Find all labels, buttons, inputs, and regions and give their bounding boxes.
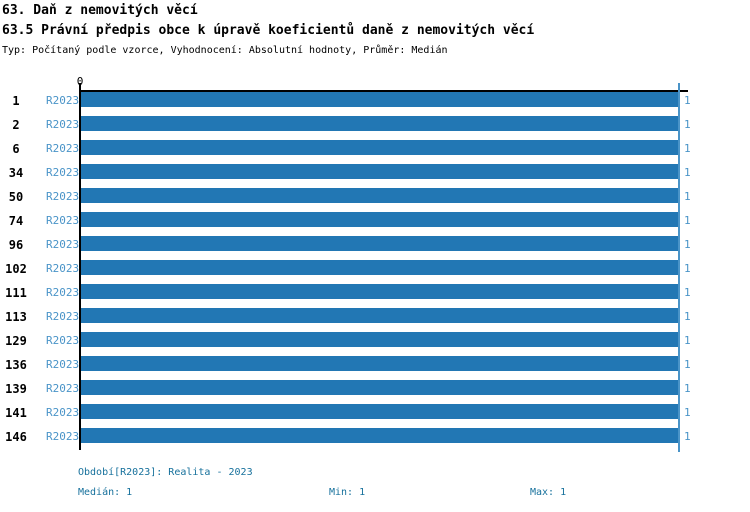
bar-series-label: R2023 xyxy=(46,190,80,203)
bar-series-label: R2023 xyxy=(46,214,80,227)
bar xyxy=(81,260,678,275)
chart-subtitle: Typ: Počítaný podle vzorce, Vyhodnocení:… xyxy=(2,45,448,56)
bar-category-label: 111 xyxy=(5,286,27,300)
chart-title: 63.5 Právní předpis obce k úpravě koefic… xyxy=(2,23,535,38)
bar-series-label: R2023 xyxy=(46,334,80,347)
bar-category-label: 113 xyxy=(5,310,27,324)
bar-category-label: 34 xyxy=(8,166,24,180)
median-marker-line xyxy=(678,83,680,452)
bar-category-label: 96 xyxy=(8,238,24,252)
y-axis-line xyxy=(79,90,81,450)
bar-category-label: 2 xyxy=(12,118,20,132)
page-title: 63. Daň z nemovitých věcí xyxy=(2,3,198,18)
bar-series-label: R2023 xyxy=(46,262,80,275)
bar-value-label: 1 xyxy=(684,358,691,371)
bar-value-label: 1 xyxy=(684,262,691,275)
bar-value-label: 1 xyxy=(684,166,691,179)
footer-median-stat: Medián: 1 xyxy=(78,487,133,498)
bar-series-label: R2023 xyxy=(46,166,80,179)
footer-period-label: Období[R2023]: Realita - 2023 xyxy=(78,467,253,478)
bar-value-label: 1 xyxy=(684,334,691,347)
bar xyxy=(81,92,678,107)
bar xyxy=(81,212,678,227)
bar xyxy=(81,188,678,203)
footer-min-stat: Min: 1 xyxy=(329,487,366,498)
bar-category-label: 146 xyxy=(5,430,27,444)
x-axis-line xyxy=(79,90,688,92)
bar-value-label: 1 xyxy=(684,214,691,227)
bar-value-label: 1 xyxy=(684,142,691,155)
bar xyxy=(81,308,678,323)
x-axis-zero-tick-label: 0 xyxy=(76,75,84,88)
bar-category-label: 74 xyxy=(8,214,24,228)
bar xyxy=(81,356,678,371)
bar-value-label: 1 xyxy=(684,430,691,443)
bar xyxy=(81,284,678,299)
bar xyxy=(81,332,678,347)
bar-category-label: 102 xyxy=(5,262,27,276)
bar-category-label: 1 xyxy=(12,94,20,108)
bar xyxy=(81,428,678,443)
bar-series-label: R2023 xyxy=(46,406,80,419)
bar-category-label: 129 xyxy=(5,334,27,348)
bar xyxy=(81,116,678,131)
bar-series-label: R2023 xyxy=(46,382,80,395)
bar-series-label: R2023 xyxy=(46,310,80,323)
bar-series-label: R2023 xyxy=(46,286,80,299)
bar-series-label: R2023 xyxy=(46,118,80,131)
bar-category-label: 141 xyxy=(5,406,27,420)
bar xyxy=(81,404,678,419)
bar-value-label: 1 xyxy=(684,190,691,203)
bar-value-label: 1 xyxy=(684,310,691,323)
bar xyxy=(81,164,678,179)
bar-series-label: R2023 xyxy=(46,238,80,251)
bar-value-label: 1 xyxy=(684,118,691,131)
bar-category-label: 50 xyxy=(8,190,24,204)
bar xyxy=(81,236,678,251)
bar-series-label: R2023 xyxy=(46,430,80,443)
bar-category-label: 136 xyxy=(5,358,27,372)
bar-value-label: 1 xyxy=(684,406,691,419)
bar xyxy=(81,140,678,155)
x-axis-zero-tick xyxy=(79,83,81,90)
bar-value-label: 1 xyxy=(684,94,691,107)
bar-category-label: 139 xyxy=(5,382,27,396)
bar-value-label: 1 xyxy=(684,286,691,299)
bar-series-label: R2023 xyxy=(46,94,80,107)
bar-series-label: R2023 xyxy=(46,142,80,155)
footer-max-stat: Max: 1 xyxy=(530,487,567,498)
bar-value-label: 1 xyxy=(684,238,691,251)
bar-category-label: 6 xyxy=(12,142,20,156)
bar xyxy=(81,380,678,395)
bar-value-label: 1 xyxy=(684,382,691,395)
bar-series-label: R2023 xyxy=(46,358,80,371)
